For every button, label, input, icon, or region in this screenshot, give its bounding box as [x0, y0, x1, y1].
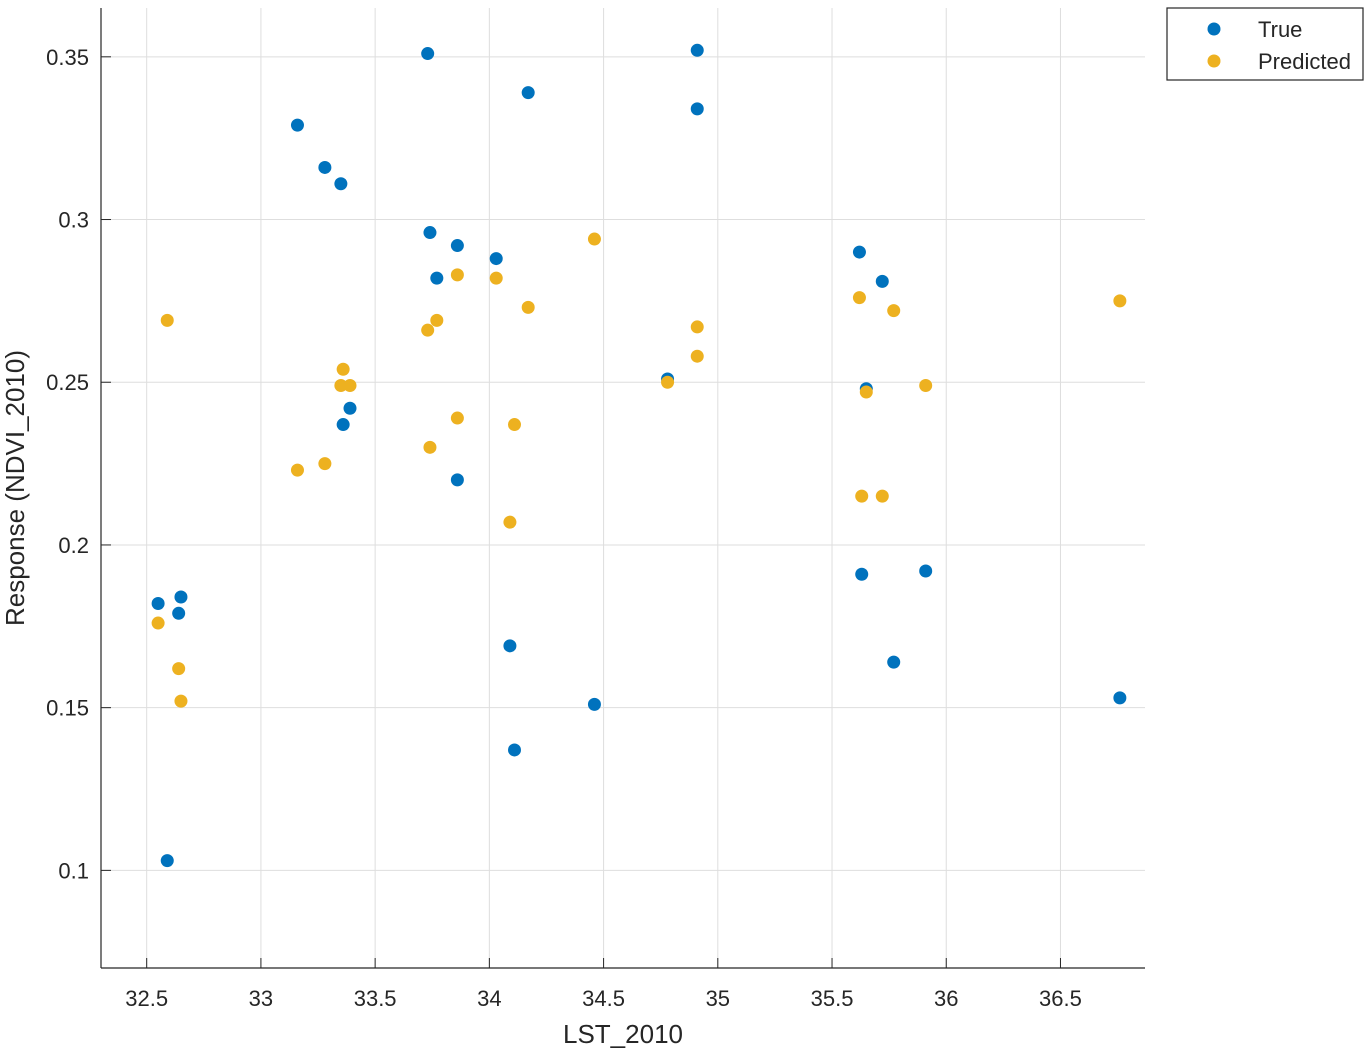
point-predicted	[174, 694, 188, 708]
x-tick-label: 36.5	[1039, 986, 1082, 1011]
x-tick-label: 32.5	[125, 986, 168, 1011]
y-tick-label: 0.35	[46, 45, 89, 70]
point-true	[336, 418, 350, 432]
point-true	[587, 697, 601, 711]
y-tick-label: 0.1	[58, 858, 89, 883]
x-tick-label: 33	[249, 986, 273, 1011]
axes	[100, 8, 1145, 969]
point-true	[507, 743, 521, 757]
y-tick-label: 0.3	[58, 208, 89, 233]
x-axis-label: LST_2010	[563, 1019, 683, 1049]
point-predicted	[503, 515, 517, 529]
point-predicted	[587, 232, 601, 246]
point-predicted	[1113, 294, 1127, 308]
point-true	[503, 639, 517, 653]
point-predicted	[690, 349, 704, 363]
point-predicted	[318, 457, 332, 471]
data-points	[151, 43, 1127, 868]
grid	[101, 8, 1145, 968]
point-predicted	[336, 362, 350, 376]
point-true	[855, 567, 869, 581]
y-tick-label: 0.2	[58, 533, 89, 558]
point-predicted	[343, 378, 357, 392]
x-tick-label: 35.5	[811, 986, 854, 1011]
x-tick-label: 36	[934, 986, 958, 1011]
point-predicted	[334, 378, 348, 392]
point-true	[690, 102, 704, 116]
point-predicted	[875, 489, 889, 503]
point-predicted	[172, 662, 186, 676]
point-true	[160, 854, 174, 868]
point-true	[318, 160, 332, 174]
legend-marker-predicted	[1207, 54, 1221, 68]
point-predicted	[450, 411, 464, 425]
point-predicted	[887, 304, 901, 318]
point-true	[887, 655, 901, 669]
point-true	[421, 47, 435, 61]
point-true	[690, 43, 704, 57]
point-predicted	[661, 375, 675, 389]
x-tick-label: 33.5	[354, 986, 397, 1011]
point-true	[343, 401, 357, 415]
point-true	[450, 473, 464, 487]
point-predicted	[430, 313, 444, 327]
point-predicted	[160, 313, 174, 327]
point-true	[852, 245, 866, 259]
point-predicted	[919, 378, 933, 392]
x-tick-label: 35	[706, 986, 730, 1011]
y-tick-label: 0.25	[46, 370, 89, 395]
point-true	[430, 271, 444, 285]
point-true	[423, 226, 437, 240]
point-predicted	[852, 291, 866, 305]
point-predicted	[151, 616, 165, 630]
point-true	[521, 86, 535, 100]
y-axis-label: Response (NDVI_2010)	[0, 350, 30, 626]
point-true	[151, 597, 165, 611]
point-true	[172, 606, 186, 620]
point-predicted	[290, 463, 304, 477]
point-true	[174, 590, 188, 604]
point-true	[489, 252, 503, 266]
tick-labels: 32.5 33 33.5 34 34.5 35 35.5 36 36.5 0.1 0.15 0.2 0.…	[46, 45, 1082, 1011]
point-true	[1113, 691, 1127, 705]
legend-box	[1166, 7, 1364, 81]
point-true	[290, 118, 304, 132]
point-predicted	[855, 489, 869, 503]
point-true	[334, 177, 348, 191]
point-predicted	[507, 418, 521, 432]
legend-marker-true	[1207, 22, 1221, 36]
point-predicted	[690, 320, 704, 334]
y-tick-label: 0.15	[46, 696, 89, 721]
point-predicted	[521, 300, 535, 314]
point-predicted	[859, 385, 873, 399]
legend-label-predicted: Predicted	[1258, 49, 1351, 74]
point-predicted	[450, 268, 464, 282]
point-predicted	[421, 323, 435, 337]
legend-label-true: True	[1258, 17, 1302, 42]
point-true	[875, 274, 889, 288]
x-tick-label: 34.5	[582, 986, 625, 1011]
point-predicted	[489, 271, 503, 285]
legend: True Predicted	[1166, 7, 1364, 81]
point-predicted	[423, 440, 437, 454]
point-true	[450, 239, 464, 253]
x-tick-label: 34	[477, 986, 501, 1011]
point-true	[919, 564, 933, 578]
